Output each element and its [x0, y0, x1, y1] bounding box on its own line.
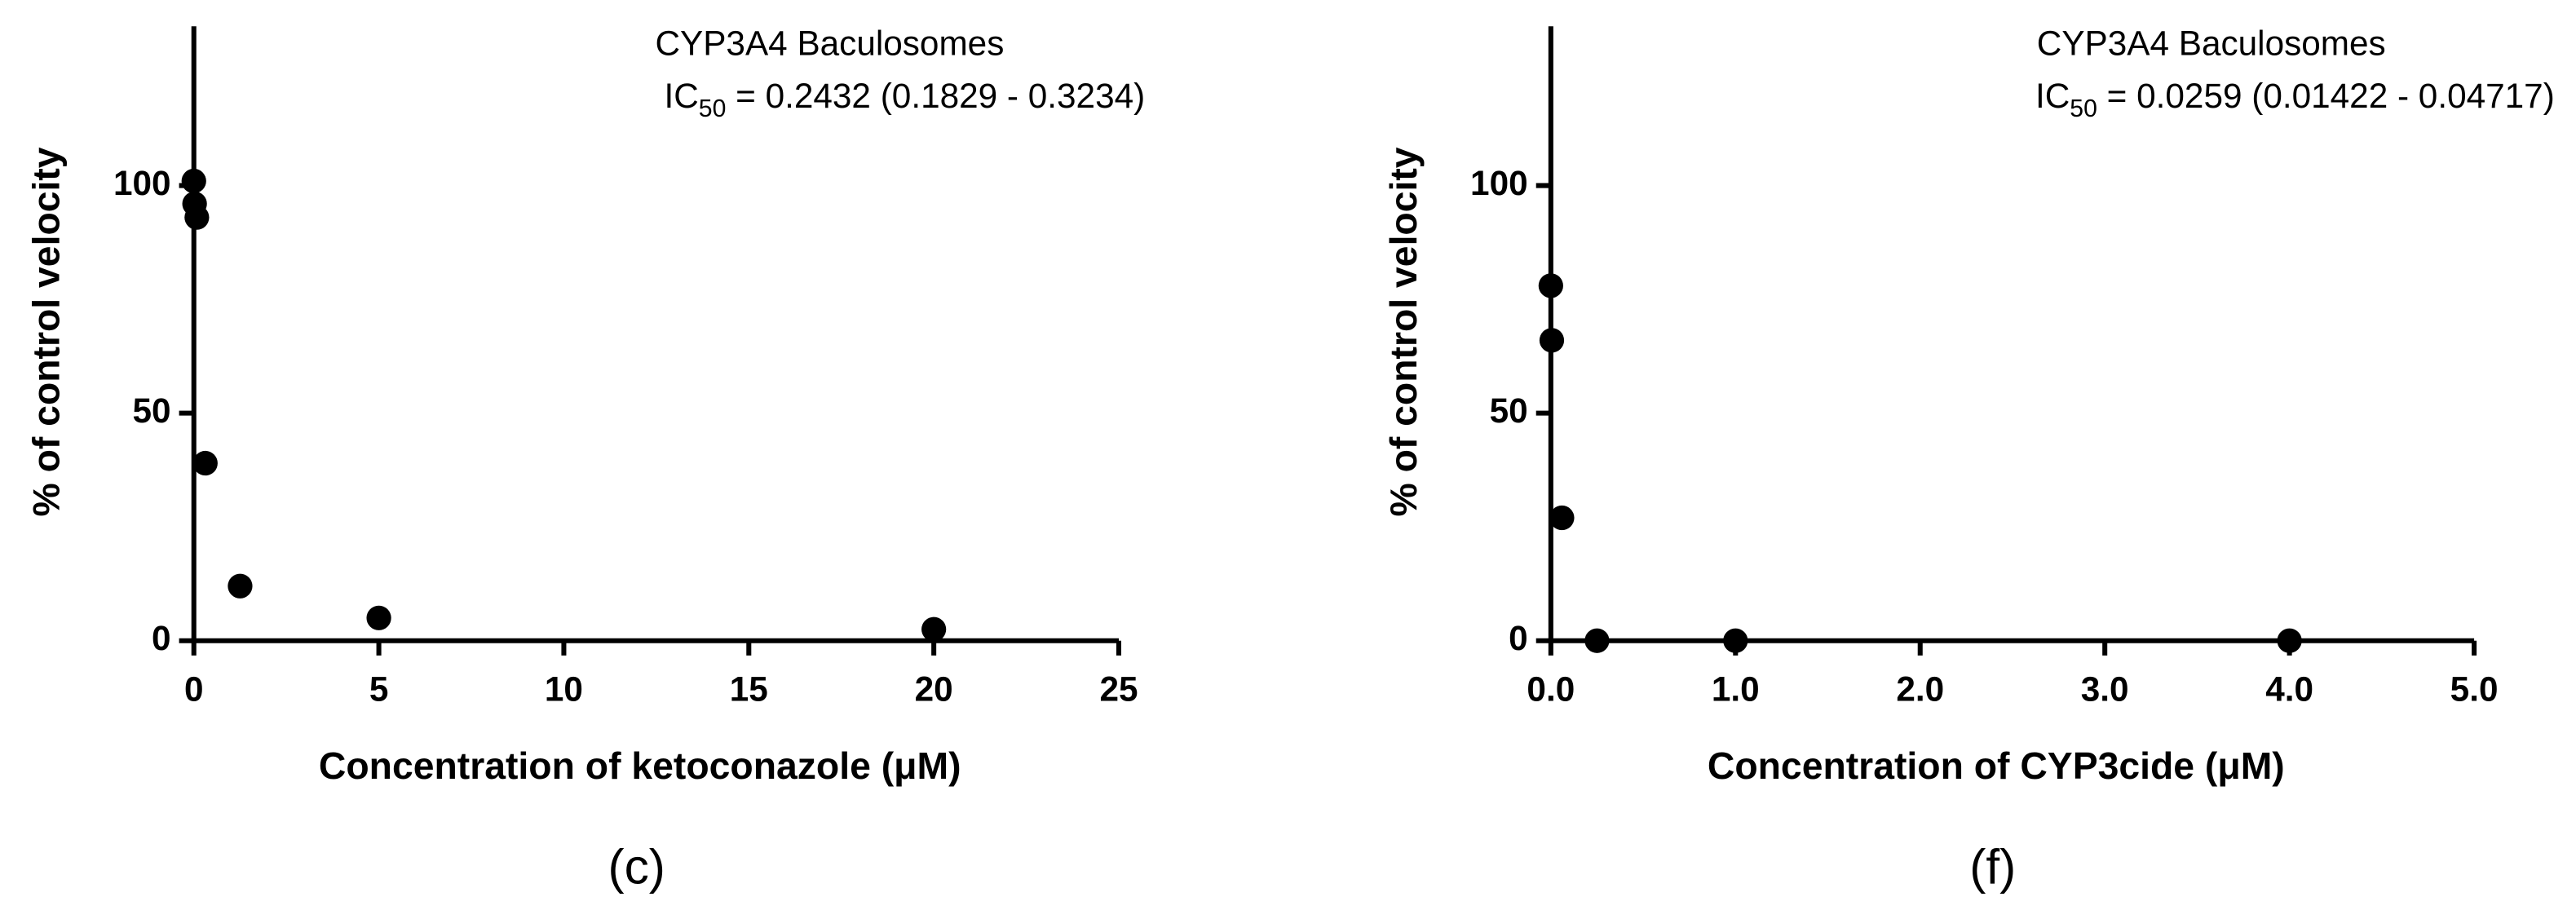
x-tick-label: 0.0	[1527, 669, 1575, 708]
x-tick-label: 15	[730, 669, 768, 708]
x-tick-label: 20	[915, 669, 953, 708]
x-tick-label: 0	[184, 669, 204, 708]
x-axis-label: Concentration of CYP3cide (μM)	[1708, 744, 2285, 787]
ic-label: IC	[2035, 77, 2070, 115]
x-tick-label: 5.0	[2450, 669, 2499, 708]
ic-text: = 0.2432 (0.1829 - 0.3234)	[726, 77, 1145, 115]
x-axis-label: Concentration of ketoconazole (μM)	[319, 744, 961, 787]
ic-subscript: 50	[2070, 95, 2097, 122]
data-point	[1584, 628, 1610, 653]
x-tick-label: 25	[1099, 669, 1138, 708]
y-axis-label: % of control velocity	[1382, 147, 1425, 516]
data-point	[1539, 328, 1565, 353]
x-tick-label: 5	[369, 669, 389, 708]
data-point	[192, 450, 218, 476]
y-tick-label: 50	[132, 391, 170, 430]
data-point	[1549, 505, 1575, 531]
y-tick-label: 0	[1509, 619, 1528, 657]
data-point	[2277, 628, 2302, 653]
data-point	[184, 205, 210, 230]
y-tick-label: 50	[1490, 391, 1528, 430]
data-point	[181, 168, 206, 194]
ic-subscript: 50	[699, 95, 727, 122]
y-tick-label: 100	[1470, 164, 1528, 202]
annotation-title: CYP3A4 Baculosomes	[2037, 24, 2386, 63]
panel-label: (f)	[1969, 839, 2016, 895]
ic-label: IC	[664, 77, 698, 115]
x-tick-label: 10	[545, 669, 583, 708]
ic-text: = 0.0259 (0.01422 - 0.04717)	[2097, 77, 2555, 115]
y-tick-label: 100	[113, 164, 171, 202]
x-tick-label: 4.0	[2265, 669, 2313, 708]
data-point	[921, 616, 947, 642]
y-axis-label: % of control velocity	[25, 147, 68, 516]
data-point	[1538, 273, 1563, 298]
data-point	[366, 605, 391, 630]
annotation-title: CYP3A4 Baculosomes	[655, 24, 1004, 63]
data-point	[1723, 628, 1748, 653]
annotation-ic50: IC50 = 0.0259 (0.01422 - 0.04717)	[2035, 77, 2555, 122]
x-tick-label: 2.0	[1896, 669, 1944, 708]
data-point	[228, 573, 253, 599]
panel-label: (c)	[608, 839, 665, 895]
annotation-ic50: IC50 = 0.2432 (0.1829 - 0.3234)	[664, 77, 1145, 122]
y-tick-label: 0	[152, 619, 171, 657]
x-tick-label: 1.0	[1712, 669, 1760, 708]
x-tick-label: 3.0	[2081, 669, 2129, 708]
